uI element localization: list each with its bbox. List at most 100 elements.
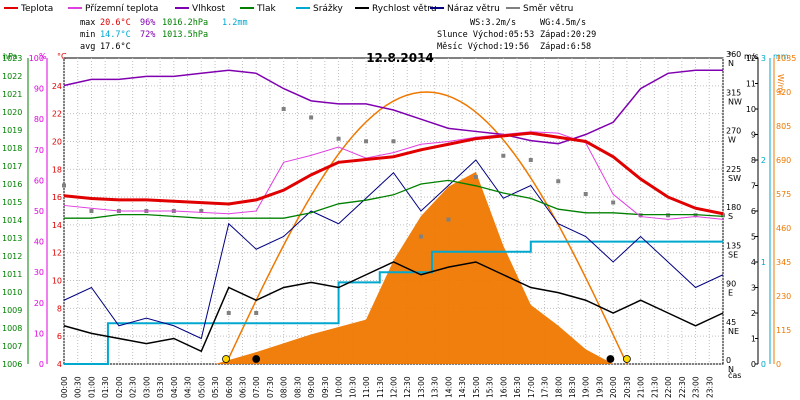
pct-tick: 40: [34, 238, 44, 247]
legend-label: Přízemní teplota: [85, 4, 158, 14]
x-tick: 16:00: [499, 376, 508, 398]
wind-dir-point: [391, 139, 396, 144]
wind-dir-point: [336, 136, 341, 141]
x-tick: 21:30: [650, 376, 659, 398]
ms-tick: 6: [751, 207, 756, 216]
hpa-tick: 1015: [2, 198, 22, 207]
deg-tick: 45: [726, 318, 736, 327]
hpa-tick: 1016: [2, 180, 22, 189]
wm2-tick: 920: [776, 88, 791, 97]
x-tick: 12:00: [390, 376, 399, 398]
deg-tick: 225: [726, 165, 741, 174]
pct-tick: 70: [34, 146, 44, 155]
plot-area: [62, 69, 725, 365]
hpa-tick: 1006: [2, 360, 22, 369]
c-tick: 22: [52, 110, 62, 119]
stats-min-hum: 72%: [140, 30, 155, 40]
c-tick: 6: [57, 332, 62, 341]
hpa-tick: 1023: [2, 54, 22, 63]
ms-tick: 1: [751, 335, 756, 344]
ms-tick: 8: [751, 156, 756, 165]
axis-unit-wm2: W/m²: [776, 74, 785, 96]
deg-tick: 135: [726, 241, 741, 250]
x-tick: 06:00: [225, 376, 234, 398]
x-tick: 10:30: [348, 376, 357, 398]
wm2-tick: 690: [776, 156, 791, 165]
axis-unit-deg: °: [728, 51, 732, 60]
wind-dir-point: [611, 200, 616, 205]
stats-max-rain: 1.2mm: [222, 18, 248, 28]
x-tick: 20:30: [623, 376, 632, 398]
stats-min-press: 1013.5hPa: [162, 30, 208, 40]
x-tick: 06:30: [238, 376, 247, 398]
wm2-tick: 0: [776, 360, 781, 369]
mm-tick: 0: [761, 360, 766, 369]
legend-label: Náraz větru: [447, 4, 500, 14]
x-tick: 03:00: [142, 376, 151, 398]
x-tick: 22:30: [678, 376, 687, 398]
pct-tick: 0: [39, 360, 44, 369]
wind-dir-point: [309, 115, 314, 120]
ms-tick: 12: [746, 54, 756, 63]
c-tick: 24: [52, 82, 62, 91]
c-tick: 12: [52, 249, 62, 258]
hpa-tick: 1007: [2, 342, 22, 351]
x-tick: 01:00: [87, 376, 96, 398]
axis-unit-pct: %: [39, 52, 47, 61]
axis-unit-ms: m/s: [744, 52, 759, 61]
legend-label: Rychlost větru: [372, 4, 437, 14]
x-tick: 03:30: [156, 376, 165, 398]
wind-dir-point: [501, 153, 506, 158]
hpa-tick: 1012: [2, 252, 22, 261]
x-tick: 17:00: [527, 376, 536, 398]
stats-moon-set: Západ:6:58: [540, 42, 591, 52]
wind-dir-point: [89, 209, 94, 213]
deg-tick: 270: [726, 127, 741, 136]
legend-label: Teplota: [20, 4, 53, 14]
axis-unit-mm: mm: [773, 52, 789, 61]
x-tick: 21:00: [637, 376, 646, 398]
c-tick: 16: [52, 193, 62, 202]
hpa-tick: 1018: [2, 144, 22, 153]
stats-max-temp: 20.6°C: [100, 18, 131, 28]
deg-tick: 90: [726, 280, 736, 289]
x-tick: 04:30: [184, 376, 193, 398]
stats-block: max 20.6°C 96% 1016.2hPa 1.2mm min 14.7°…: [80, 18, 596, 52]
axis-unit-c: °C: [57, 52, 67, 61]
deg-tick: 0: [726, 356, 731, 365]
stats-max-label: max: [80, 18, 95, 28]
x-tick: 08:00: [280, 376, 289, 398]
series-temperature-line: [63, 131, 724, 216]
hpa-tick: 1013: [2, 234, 22, 243]
axis-unit-time: čas: [728, 370, 741, 380]
right-axes: 360N315NW270W225SW180S135SE90E45NE0N0123…: [726, 50, 796, 374]
pct-tick: 10: [34, 329, 44, 338]
c-tick: 20: [52, 137, 62, 146]
pct-tick: 50: [34, 207, 44, 216]
deg-dir-tick: NW: [728, 97, 742, 106]
stats-avg-temp: 17.6°C: [100, 42, 131, 52]
x-tick: 00:00: [60, 376, 69, 398]
deg-dir-tick: SW: [728, 174, 741, 183]
x-tick: 22:00: [664, 376, 673, 398]
hpa-tick: 1011: [2, 270, 22, 279]
wm2-tick: 115: [776, 326, 791, 335]
stats-avg-label: avg: [80, 42, 95, 52]
x-tick: 17:30: [541, 376, 550, 398]
deg-dir-tick: NE: [728, 327, 739, 336]
x-tick: 02:00: [115, 376, 124, 398]
series-gust-line: [63, 159, 724, 340]
wm2-tick: 460: [776, 224, 791, 233]
ms-tick: 10: [746, 105, 756, 114]
wind-dir-point: [199, 209, 204, 213]
hpa-tick: 1010: [2, 288, 22, 297]
series-pressure-line: [64, 179, 724, 219]
stats-max-hum: 96%: [140, 18, 155, 28]
wind-dir-point: [364, 139, 369, 144]
wind-dir-point: [254, 311, 259, 315]
wind-dir-point: [528, 158, 533, 162]
x-tick: 05:00: [197, 376, 206, 398]
legend-label: Směr větru: [523, 4, 573, 14]
moonrise-marker: [606, 355, 615, 363]
